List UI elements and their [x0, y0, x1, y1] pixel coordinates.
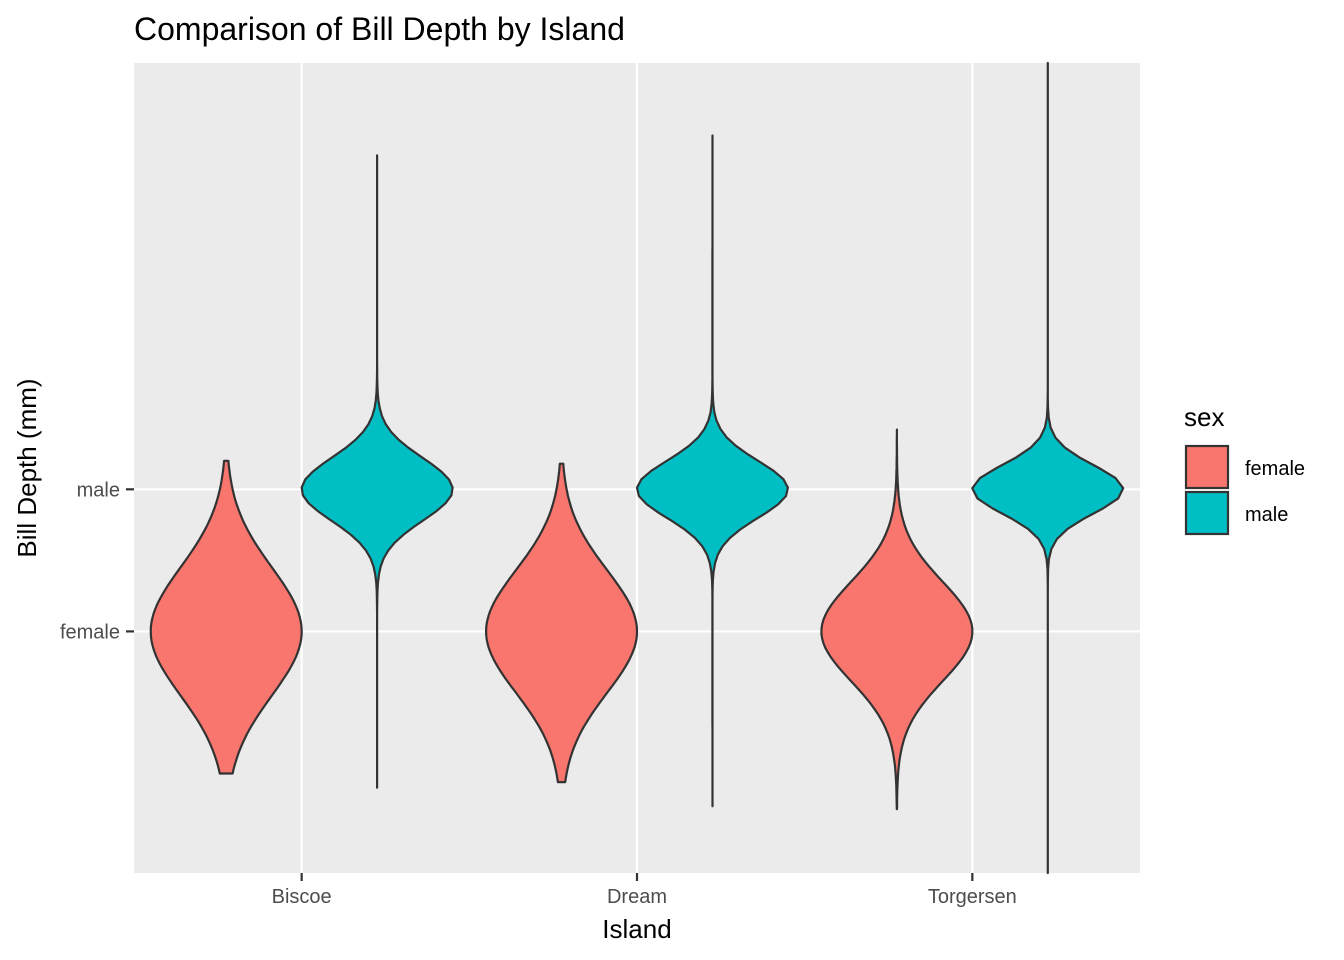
legend: sex female male — [1184, 402, 1305, 536]
y-tick-label-male: male — [77, 479, 120, 501]
x-tick-label-dream: Dream — [607, 886, 667, 908]
legend-label-female: female — [1245, 458, 1305, 480]
legend-title: sex — [1184, 402, 1224, 432]
violin-torgersen-male — [971, 61, 1125, 875]
y-axis: female male — [60, 479, 134, 643]
violin-dream-male — [635, 134, 789, 808]
y-axis-title: Bill Depth (mm) — [12, 378, 42, 557]
legend-key-female — [1184, 444, 1230, 490]
violin-dream-female — [485, 462, 639, 784]
x-tick-label-torgersen: Torgersen — [928, 886, 1017, 908]
violin-biscoe-female — [149, 459, 303, 775]
x-axis-title: Island — [602, 914, 671, 944]
y-tick-label-female: female — [60, 621, 120, 643]
x-tick-label-biscoe: Biscoe — [272, 886, 332, 908]
legend-key-male — [1184, 490, 1230, 536]
x-axis: Biscoe Dream Torgersen — [272, 873, 1017, 908]
chart-title: Comparison of Bill Depth by Island — [134, 11, 625, 47]
legend-label-male: male — [1245, 504, 1288, 526]
violins — [149, 61, 1125, 875]
violin-biscoe-male — [300, 154, 454, 789]
violin-torgersen-female — [820, 428, 974, 811]
